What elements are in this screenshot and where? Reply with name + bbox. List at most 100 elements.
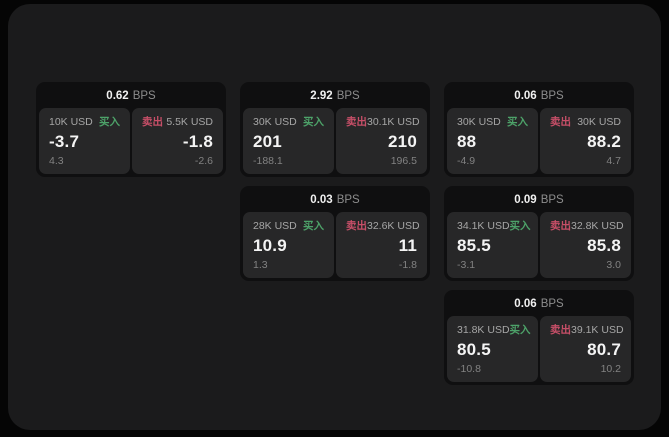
buy-panel[interactable]: 30K USD 买入 88 -4.9	[447, 108, 538, 174]
quote-tiles: 34.1K USD 买入 85.5 -3.1 卖出 32.8K USD 85.8…	[444, 212, 634, 281]
buy-amount: 30K USD	[253, 116, 297, 128]
sell-price: 210	[388, 132, 417, 151]
card-header: 0.06 BPS	[444, 290, 634, 316]
buy-label: 买入	[99, 116, 120, 128]
card-header: 0.09 BPS	[444, 186, 634, 212]
buy-label: 买入	[303, 220, 324, 232]
buy-toprow: 30K USD 买入	[253, 116, 324, 128]
sell-panel[interactable]: 卖出 30.1K USD 210 196.5	[336, 108, 427, 174]
quote-tiles: 30K USD 买入 88 -4.9 卖出 30K USD 88.2 4.7	[444, 108, 634, 177]
buy-subvalue: -188.1	[253, 155, 283, 167]
buy-panel[interactable]: 10K USD 买入 -3.7 4.3	[39, 108, 130, 174]
buy-amount: 10K USD	[49, 116, 93, 128]
buy-price: 88	[457, 132, 477, 151]
quote-card: 2.92 BPS 30K USD 买入 201 -188.1 卖出 30.1K …	[240, 82, 430, 177]
buy-subvalue: 4.3	[49, 155, 64, 167]
bps-value: 0.62	[106, 90, 129, 102]
sell-label: 卖出	[550, 116, 571, 128]
buy-panel[interactable]: 34.1K USD 买入 85.5 -3.1	[447, 212, 538, 278]
sell-label: 卖出	[550, 220, 571, 232]
sell-panel[interactable]: 卖出 30K USD 88.2 4.7	[540, 108, 631, 174]
sell-panel[interactable]: 卖出 32.6K USD 11 -1.8	[336, 212, 427, 278]
bps-value: 2.92	[310, 90, 333, 102]
buy-label: 买入	[507, 116, 528, 128]
bps-value: 0.06	[514, 298, 537, 310]
card-header: 0.62 BPS	[36, 82, 226, 108]
buy-price: 10.9	[253, 236, 287, 255]
bps-unit-label: BPS	[540, 90, 564, 102]
sell-panel[interactable]: 卖出 39.1K USD 80.7 10.2	[540, 316, 631, 382]
buy-subvalue: -10.8	[457, 363, 481, 375]
sell-toprow: 卖出 32.8K USD	[550, 220, 624, 232]
buy-panel[interactable]: 30K USD 买入 201 -188.1	[243, 108, 334, 174]
quote-card: 0.62 BPS 10K USD 买入 -3.7 4.3 卖出 5.5K USD…	[36, 82, 226, 177]
sell-price: 85.8	[587, 236, 621, 255]
buy-label: 买入	[509, 324, 531, 336]
buy-amount: 30K USD	[457, 116, 501, 128]
buy-toprow: 31.8K USD 买入	[457, 324, 531, 336]
sell-toprow: 卖出 30.1K USD	[346, 116, 420, 128]
sell-amount: 30.1K USD	[367, 116, 420, 128]
sell-amount: 30K USD	[577, 116, 621, 128]
bps-value: 0.09	[514, 194, 537, 206]
bps-value: 0.03	[310, 194, 333, 206]
buy-panel[interactable]: 28K USD 买入 10.9 1.3	[243, 212, 334, 278]
sell-amount: 32.6K USD	[367, 220, 420, 232]
sell-price: -1.8	[182, 132, 213, 151]
sell-subvalue: -1.8	[398, 259, 417, 271]
card-header: 0.06 BPS	[444, 82, 634, 108]
main-panel: 0.62 BPS 10K USD 买入 -3.7 4.3 卖出 5.5K USD…	[8, 4, 661, 430]
quote-card: 0.06 BPS 31.8K USD 买入 80.5 -10.8 卖出 39.1…	[444, 290, 634, 385]
buy-subvalue: -4.9	[457, 155, 476, 167]
sell-subvalue: 196.5	[390, 155, 417, 167]
bps-unit-label: BPS	[336, 90, 360, 102]
buy-subvalue: 1.3	[253, 259, 268, 271]
bps-unit-label: BPS	[540, 194, 564, 206]
sell-subvalue: -2.6	[194, 155, 213, 167]
buy-panel[interactable]: 31.8K USD 买入 80.5 -10.8	[447, 316, 538, 382]
sell-amount: 39.1K USD	[571, 324, 624, 336]
buy-label: 买入	[509, 220, 531, 232]
buy-price: 80.5	[457, 340, 491, 359]
sell-subvalue: 4.7	[606, 155, 621, 167]
buy-price: -3.7	[49, 132, 80, 151]
quote-card: 0.03 BPS 28K USD 买入 10.9 1.3 卖出 32.6K US…	[240, 186, 430, 281]
sell-panel[interactable]: 卖出 5.5K USD -1.8 -2.6	[132, 108, 223, 174]
buy-amount: 28K USD	[253, 220, 297, 232]
buy-toprow: 28K USD 买入	[253, 220, 324, 232]
sell-amount: 32.8K USD	[571, 220, 624, 232]
sell-toprow: 卖出 39.1K USD	[550, 324, 624, 336]
buy-price: 201	[253, 132, 282, 151]
quote-tiles: 31.8K USD 买入 80.5 -10.8 卖出 39.1K USD 80.…	[444, 316, 634, 385]
buy-toprow: 10K USD 买入	[49, 116, 120, 128]
sell-subvalue: 3.0	[606, 259, 621, 271]
sell-label: 卖出	[346, 116, 367, 128]
sell-subvalue: 10.2	[600, 363, 621, 375]
card-header: 2.92 BPS	[240, 82, 430, 108]
sell-label: 卖出	[142, 116, 163, 128]
bps-unit-label: BPS	[336, 194, 360, 206]
buy-amount: 34.1K USD	[457, 220, 510, 232]
buy-toprow: 30K USD 买入	[457, 116, 528, 128]
buy-subvalue: -3.1	[457, 259, 476, 271]
sell-toprow: 卖出 5.5K USD	[142, 116, 213, 128]
bps-unit-label: BPS	[540, 298, 564, 310]
quote-card: 0.06 BPS 30K USD 买入 88 -4.9 卖出 30K USD 8…	[444, 82, 634, 177]
quote-tiles: 10K USD 买入 -3.7 4.3 卖出 5.5K USD -1.8 -2.…	[36, 108, 226, 177]
sell-toprow: 卖出 30K USD	[550, 116, 621, 128]
bps-value: 0.06	[514, 90, 537, 102]
sell-panel[interactable]: 卖出 32.8K USD 85.8 3.0	[540, 212, 631, 278]
sell-toprow: 卖出 32.6K USD	[346, 220, 420, 232]
sell-label: 卖出	[346, 220, 367, 232]
sell-price: 80.7	[587, 340, 621, 359]
quote-tiles: 30K USD 买入 201 -188.1 卖出 30.1K USD 210 1…	[240, 108, 430, 177]
buy-toprow: 34.1K USD 买入	[457, 220, 531, 232]
quote-tiles: 28K USD 买入 10.9 1.3 卖出 32.6K USD 11 -1.8	[240, 212, 430, 281]
sell-amount: 5.5K USD	[166, 116, 213, 128]
buy-amount: 31.8K USD	[457, 324, 510, 336]
quote-card: 0.09 BPS 34.1K USD 买入 85.5 -3.1 卖出 32.8K…	[444, 186, 634, 281]
buy-label: 买入	[303, 116, 324, 128]
card-header: 0.03 BPS	[240, 186, 430, 212]
bps-unit-label: BPS	[132, 90, 156, 102]
sell-price: 11	[398, 236, 417, 255]
